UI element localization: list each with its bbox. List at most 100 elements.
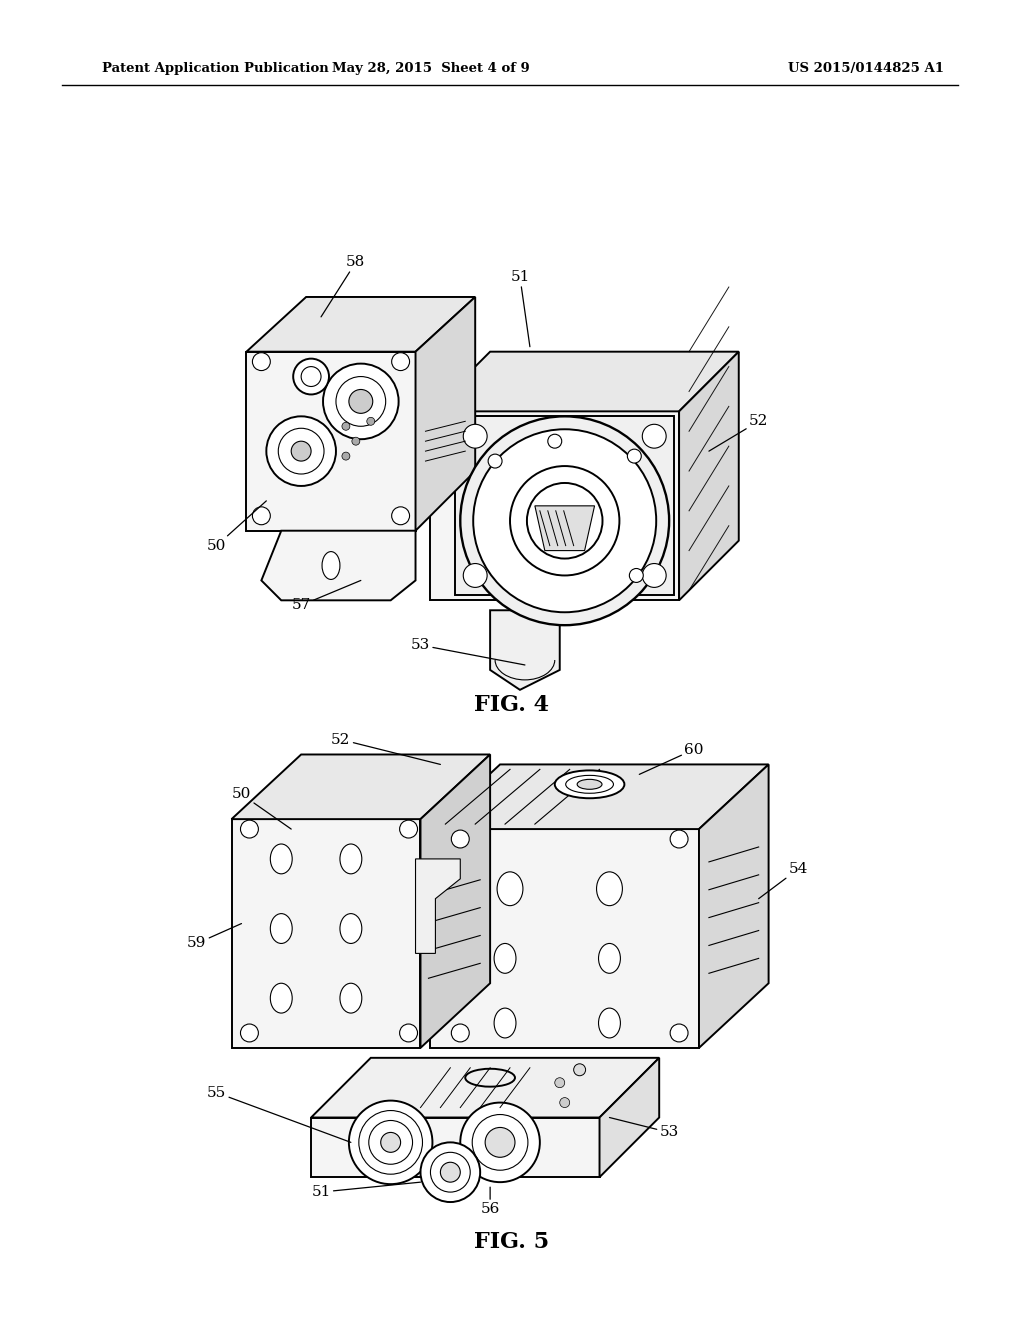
Circle shape xyxy=(253,352,270,371)
Polygon shape xyxy=(535,506,595,550)
Text: 51: 51 xyxy=(311,1183,421,1199)
Polygon shape xyxy=(430,351,738,412)
Circle shape xyxy=(548,434,562,449)
Text: 55: 55 xyxy=(207,1085,351,1142)
Ellipse shape xyxy=(555,771,625,799)
Text: 59: 59 xyxy=(187,924,242,950)
Circle shape xyxy=(391,507,410,525)
Text: 50: 50 xyxy=(231,787,291,829)
Circle shape xyxy=(560,1098,569,1107)
Ellipse shape xyxy=(340,913,361,944)
Circle shape xyxy=(381,1133,400,1152)
Circle shape xyxy=(241,820,258,838)
Circle shape xyxy=(527,483,602,558)
Ellipse shape xyxy=(322,552,340,579)
Ellipse shape xyxy=(270,843,292,874)
Polygon shape xyxy=(311,1118,599,1177)
Text: 53: 53 xyxy=(609,1118,679,1139)
Circle shape xyxy=(253,507,270,525)
Ellipse shape xyxy=(340,983,361,1012)
Polygon shape xyxy=(430,829,699,1048)
Circle shape xyxy=(463,564,487,587)
Polygon shape xyxy=(430,412,679,601)
Polygon shape xyxy=(247,297,475,351)
Text: 58: 58 xyxy=(322,255,366,317)
Text: Patent Application Publication: Patent Application Publication xyxy=(102,62,329,75)
Ellipse shape xyxy=(270,913,292,944)
Ellipse shape xyxy=(565,775,613,793)
Polygon shape xyxy=(679,351,738,601)
Circle shape xyxy=(642,564,667,587)
Polygon shape xyxy=(456,416,674,595)
Polygon shape xyxy=(247,351,416,531)
Circle shape xyxy=(460,1102,540,1183)
Circle shape xyxy=(628,449,641,463)
Circle shape xyxy=(323,363,398,440)
Circle shape xyxy=(472,1114,528,1171)
Polygon shape xyxy=(421,755,490,1048)
Ellipse shape xyxy=(598,1008,621,1038)
Text: FIG. 4: FIG. 4 xyxy=(474,694,550,715)
Polygon shape xyxy=(490,610,560,690)
Circle shape xyxy=(293,359,329,395)
Circle shape xyxy=(291,441,311,461)
Polygon shape xyxy=(416,297,475,531)
Circle shape xyxy=(279,428,324,474)
Circle shape xyxy=(642,424,667,449)
Ellipse shape xyxy=(340,843,361,874)
Circle shape xyxy=(369,1121,413,1164)
Circle shape xyxy=(510,466,620,576)
Circle shape xyxy=(352,437,359,445)
Circle shape xyxy=(670,1024,688,1041)
Circle shape xyxy=(421,1142,480,1203)
Polygon shape xyxy=(311,1057,659,1118)
Circle shape xyxy=(399,1024,418,1041)
Text: 52: 52 xyxy=(709,414,768,451)
Circle shape xyxy=(241,1024,258,1041)
Circle shape xyxy=(452,1024,469,1041)
Ellipse shape xyxy=(495,944,516,973)
Circle shape xyxy=(430,1152,470,1192)
Circle shape xyxy=(473,429,656,612)
Text: 50: 50 xyxy=(207,500,266,553)
Text: 56: 56 xyxy=(480,1187,500,1216)
Circle shape xyxy=(670,830,688,847)
Circle shape xyxy=(463,424,487,449)
Circle shape xyxy=(630,569,643,582)
Text: May 28, 2015  Sheet 4 of 9: May 28, 2015 Sheet 4 of 9 xyxy=(332,62,529,75)
Circle shape xyxy=(399,820,418,838)
Circle shape xyxy=(266,416,336,486)
Circle shape xyxy=(573,1064,586,1076)
Text: US 2015/0144825 A1: US 2015/0144825 A1 xyxy=(788,62,944,75)
Circle shape xyxy=(336,376,386,426)
Ellipse shape xyxy=(578,779,602,789)
Circle shape xyxy=(349,389,373,413)
Polygon shape xyxy=(261,531,416,601)
Circle shape xyxy=(358,1110,423,1175)
Circle shape xyxy=(349,1101,432,1184)
Text: 57: 57 xyxy=(292,581,360,612)
Ellipse shape xyxy=(597,871,623,906)
Circle shape xyxy=(485,1127,515,1158)
Ellipse shape xyxy=(270,983,292,1012)
Circle shape xyxy=(460,416,669,626)
Circle shape xyxy=(440,1163,460,1183)
Polygon shape xyxy=(599,1057,659,1177)
Polygon shape xyxy=(231,755,490,820)
Text: 52: 52 xyxy=(331,733,440,764)
Circle shape xyxy=(391,352,410,371)
Text: 53: 53 xyxy=(411,638,525,665)
Text: FIG. 5: FIG. 5 xyxy=(474,1230,550,1253)
Circle shape xyxy=(301,367,322,387)
Text: 54: 54 xyxy=(759,862,808,899)
Polygon shape xyxy=(430,764,769,829)
Text: 51: 51 xyxy=(510,271,529,347)
Polygon shape xyxy=(416,859,460,953)
Circle shape xyxy=(342,422,350,430)
Polygon shape xyxy=(699,764,769,1048)
Polygon shape xyxy=(231,820,421,1048)
Circle shape xyxy=(367,417,375,425)
Circle shape xyxy=(488,454,502,469)
Circle shape xyxy=(555,1077,564,1088)
Circle shape xyxy=(452,830,469,847)
